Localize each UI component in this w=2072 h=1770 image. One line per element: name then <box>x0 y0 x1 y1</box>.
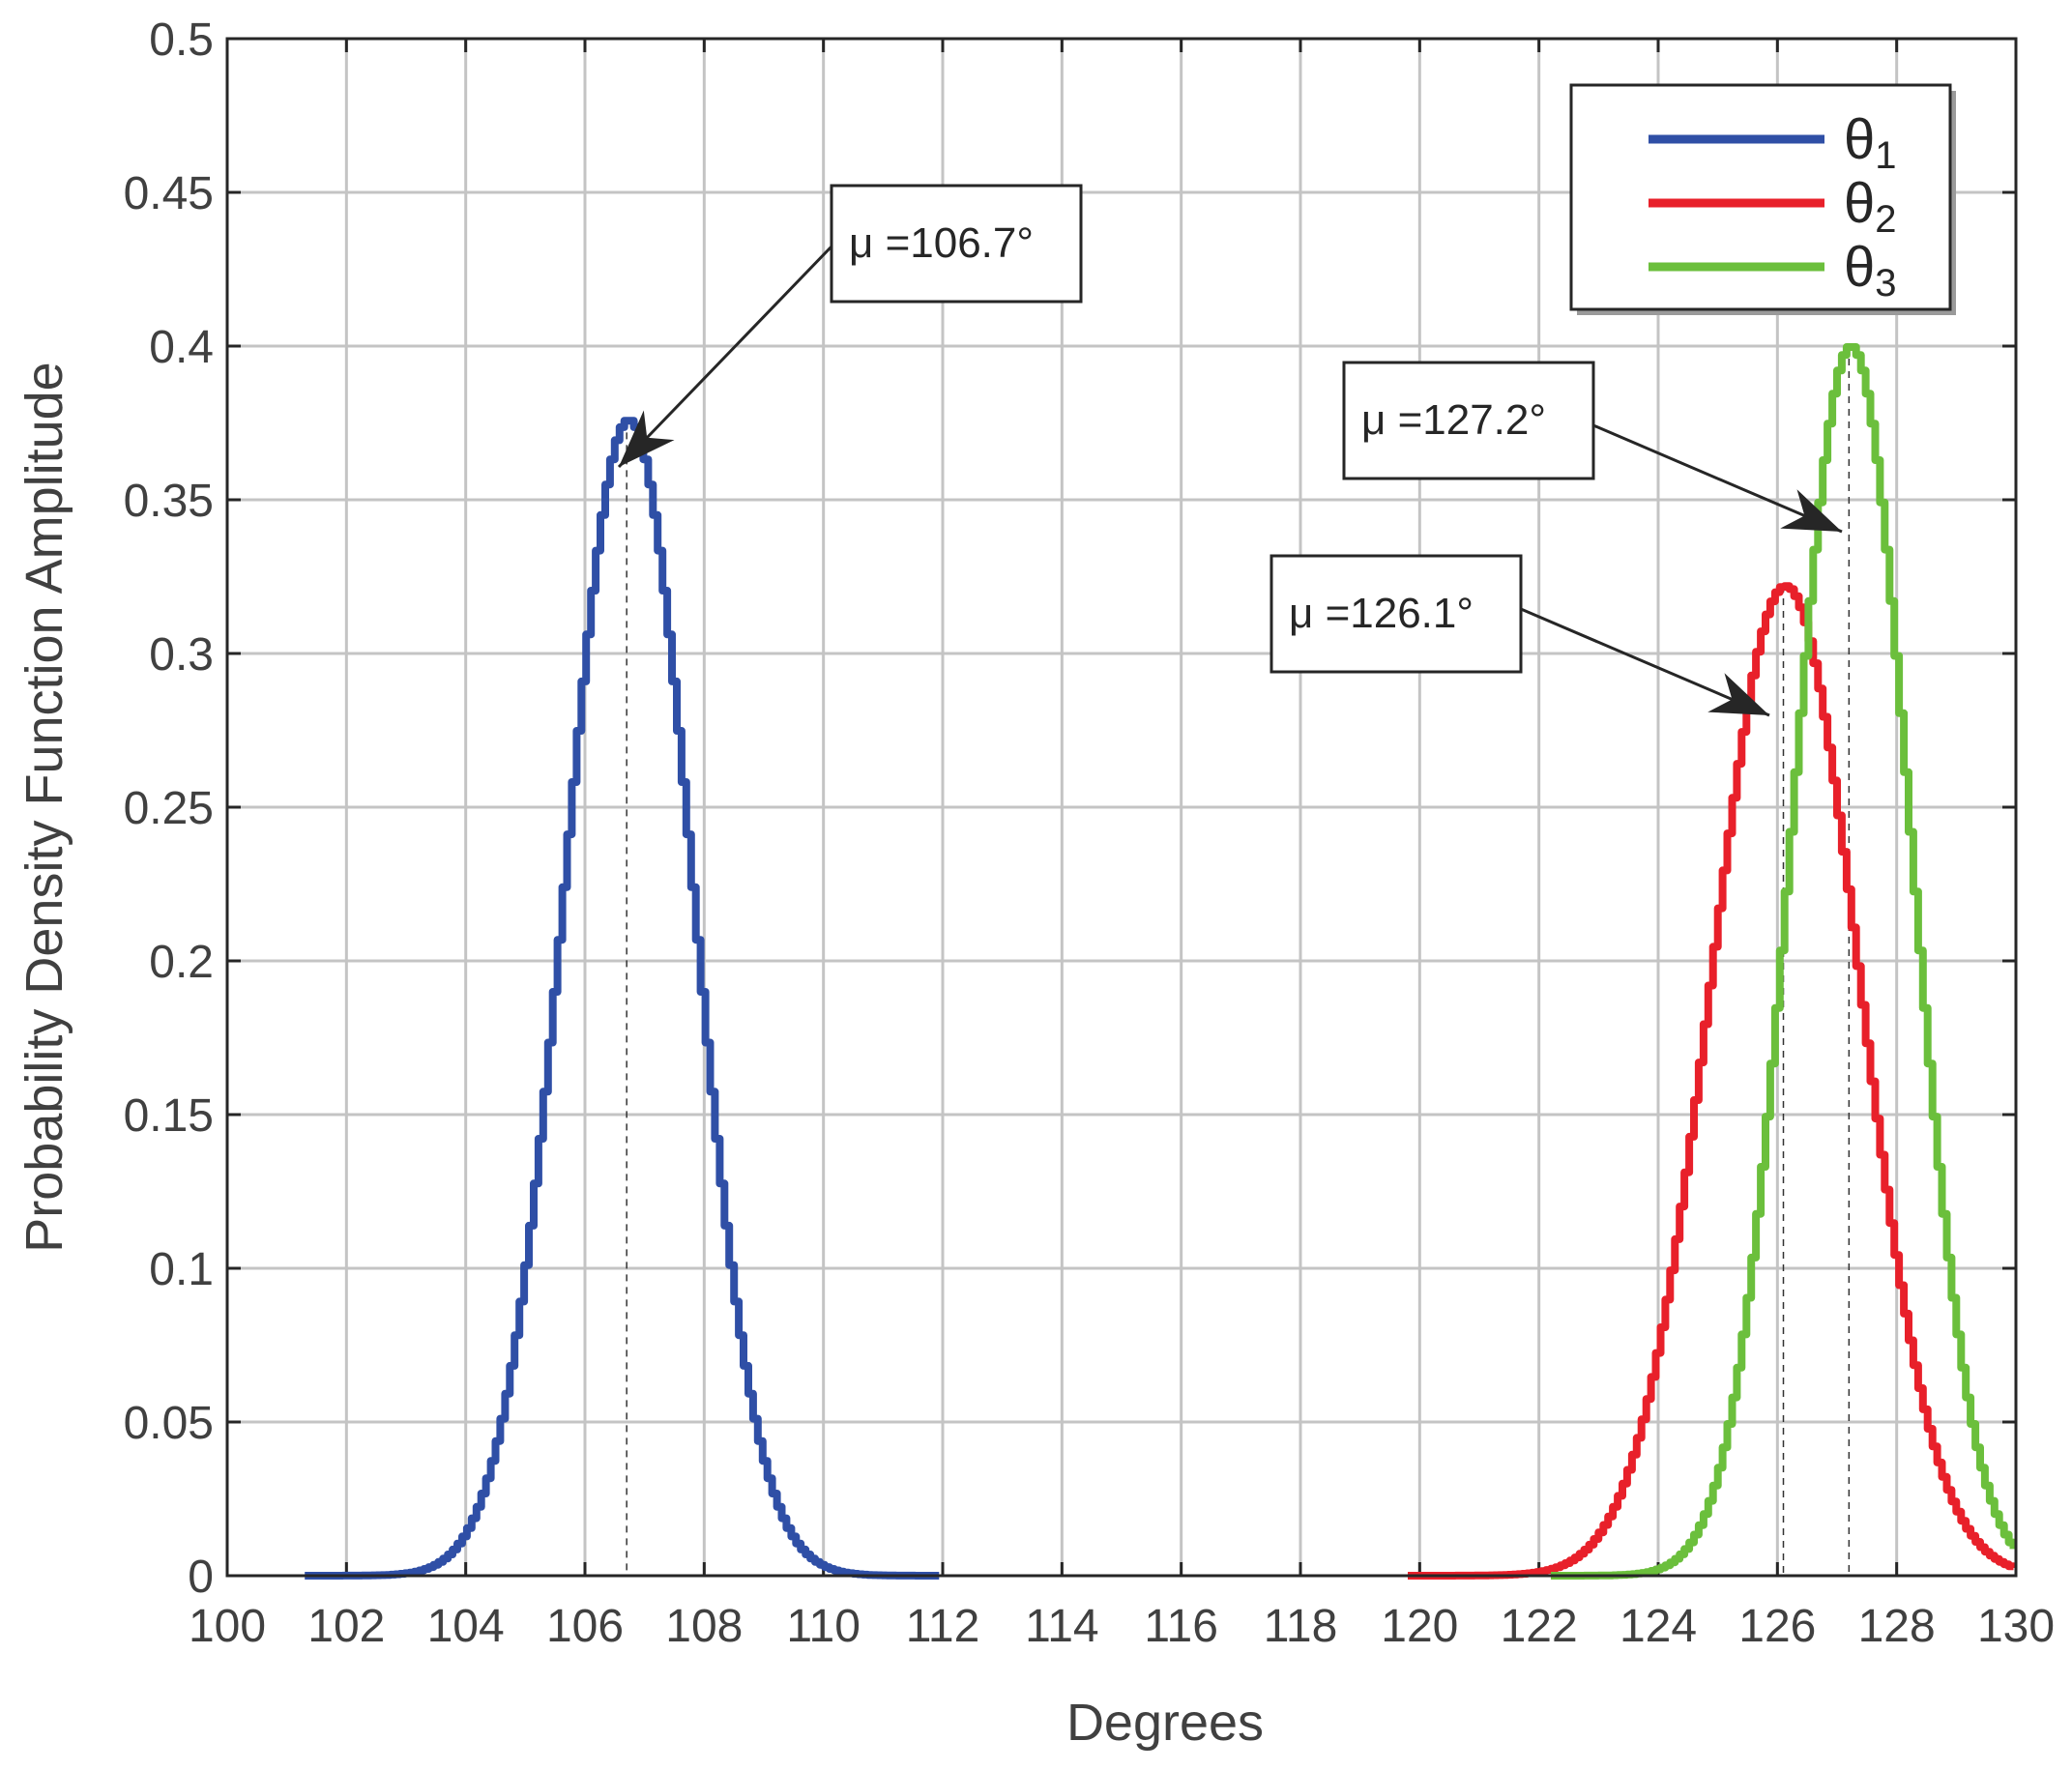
annotation-arrow-head <box>1780 489 1842 532</box>
x-tick-label: 122 <box>1501 1601 1578 1652</box>
series-line-2 <box>1408 582 2018 1580</box>
mean-lines <box>626 346 1851 1576</box>
y-tick-label: 0.25 <box>124 783 214 834</box>
grid <box>225 37 2018 1578</box>
x-tick-label: 104 <box>427 1601 505 1652</box>
legend-label-3: θ3 <box>1844 236 1897 305</box>
x-tick-label: 130 <box>1977 1601 2055 1652</box>
legend-label-1: θ1 <box>1844 108 1897 177</box>
annotation-2: μ =127.2° <box>1342 361 1843 534</box>
x-tick-label: 124 <box>1620 1601 1697 1652</box>
x-tick-label: 106 <box>546 1601 624 1652</box>
y-tick-label: 0 <box>188 1552 214 1603</box>
x-tick-label: 128 <box>1858 1601 1936 1652</box>
annotation-arrow-head <box>1707 673 1769 715</box>
x-tick-label: 112 <box>906 1601 980 1652</box>
series-line-1 <box>305 417 940 1580</box>
legend-label-subscript: 3 <box>1875 262 1896 305</box>
y-axis-title: Probability Density Function Amplitude <box>15 362 73 1252</box>
y-tick-label: 0.05 <box>124 1398 214 1449</box>
series-curves <box>305 343 2018 1580</box>
x-tick-label: 100 <box>189 1601 266 1652</box>
y-tick-label: 0.3 <box>149 629 214 681</box>
annotation-text: μ =106.7° <box>849 219 1034 267</box>
plot-frame <box>225 37 2018 1578</box>
legend-box <box>1569 83 1952 311</box>
annotation-box <box>1342 361 1595 480</box>
x-tick-label: 102 <box>307 1601 385 1652</box>
annotation-arrow-line <box>617 245 833 469</box>
annotation-arrow-head <box>619 410 675 467</box>
annotations: μ =106.7° μ =127.2° μ =126.1° <box>617 184 1843 717</box>
legend-label-subscript: 2 <box>1875 198 1896 241</box>
x-tick-label: 116 <box>1144 1601 1218 1652</box>
legend-label-2: θ2 <box>1844 172 1897 241</box>
x-tick-label: 114 <box>1025 1601 1099 1652</box>
y-tick-label: 0.1 <box>149 1244 214 1295</box>
x-axis-title: Degrees <box>1066 1694 1264 1752</box>
x-tick-label: 126 <box>1738 1601 1816 1652</box>
annotation-arrow-line <box>1520 607 1770 717</box>
x-tick-label: 120 <box>1381 1601 1458 1652</box>
legend-label-base: θ <box>1844 172 1875 235</box>
y-tick-label: 0.2 <box>149 937 214 988</box>
legend-label-base: θ <box>1844 236 1875 299</box>
series-line-3 <box>1551 343 2018 1580</box>
x-tick-label: 110 <box>786 1601 861 1652</box>
annotation-box <box>830 184 1083 304</box>
legend-label-subscript: 1 <box>1875 134 1896 177</box>
y-tick-label: 0.35 <box>124 476 214 527</box>
y-tick-label: 0.4 <box>149 322 214 373</box>
x-tick-label: 118 <box>1264 1601 1338 1652</box>
annotation-3: μ =126.1° <box>1269 554 1770 717</box>
annotation-text: μ =127.2° <box>1361 396 1546 444</box>
legend-label-base: θ <box>1844 108 1875 171</box>
annotation-text: μ =126.1° <box>1289 590 1474 637</box>
annotation-arrow-line <box>1592 423 1843 534</box>
y-tick-label: 0.5 <box>149 15 214 66</box>
x-tick-labels: 100 102 104 106 108 110 112 114 116 118 120 122 124 1… <box>189 1601 2055 1652</box>
y-tick-label: 0.45 <box>124 168 214 219</box>
annotation-1: μ =106.7° <box>617 184 1083 469</box>
x-tick-label: 108 <box>665 1601 743 1652</box>
y-tick-labels: 0 0.05 0.1 0.15 0.2 0.25 0.3 0.35 0.4 0.45 0.5 <box>124 15 214 1603</box>
annotation-box <box>1269 554 1523 674</box>
y-tick-label: 0.15 <box>124 1090 214 1142</box>
